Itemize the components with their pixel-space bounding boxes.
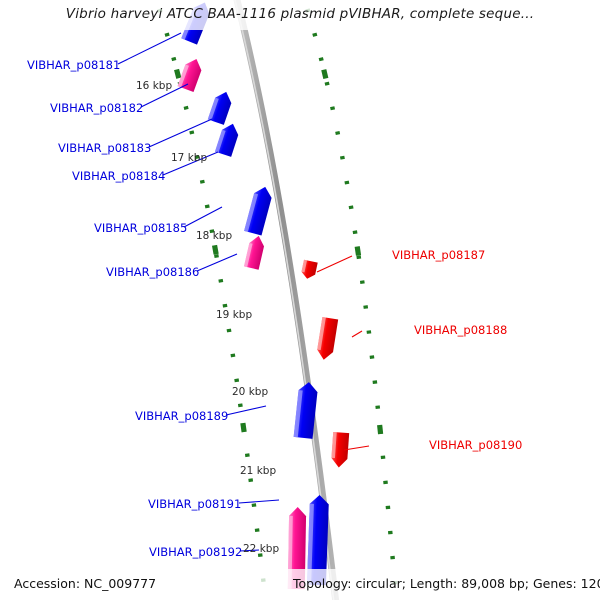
ruler-tick-label: 17 kbp <box>171 152 208 164</box>
ruler-tick-label: 20 kbp <box>232 386 269 398</box>
gene-glyph[interactable] <box>214 121 241 157</box>
gene-glyph-highlight <box>306 503 314 585</box>
gene-leader-line <box>117 32 182 65</box>
gene-label-vibhar_p08191[interactable]: VIBHAR_p08191 <box>148 497 242 511</box>
ruler-tick-label: 16 kbp <box>136 80 173 92</box>
status-bar: Accession: NC_009777 Topology: circular;… <box>0 569 600 600</box>
gene-glyph[interactable] <box>293 381 319 439</box>
gene-leader-line <box>162 151 219 176</box>
gene-glyph[interactable] <box>177 56 205 92</box>
gene-label-vibhar_p08181[interactable]: VIBHAR_p08181 <box>27 58 121 72</box>
genome-backbone <box>233 0 340 600</box>
title-bar: Vibrio harveyi ATCC BAA-1116 plasmid pVI… <box>0 0 600 30</box>
gene-leader-line <box>351 330 363 338</box>
ruler-tick-label: 19 kbp <box>216 309 253 321</box>
gene-glyph-body <box>214 123 239 157</box>
gene-leader-line <box>225 405 267 416</box>
gene-label-vibhar_p08187[interactable]: VIBHAR_p08187 <box>392 248 486 262</box>
gene-glyph[interactable] <box>300 259 318 281</box>
gene-label-vibhar_p08192[interactable]: VIBHAR_p08192 <box>149 545 243 559</box>
gene-label-vibhar_p08183[interactable]: VIBHAR_p08183 <box>58 141 152 155</box>
gene-glyph-body <box>177 58 202 92</box>
gene-glyph-highlight <box>243 243 253 268</box>
gene-label-vibhar_p08190[interactable]: VIBHAR_p08190 <box>429 438 523 452</box>
page-title: Vibrio harveyi ATCC BAA-1116 plasmid pVI… <box>65 6 535 22</box>
ruler-tick-label: 21 kbp <box>240 465 277 477</box>
gene-leader-line <box>196 253 238 272</box>
gene-glyph[interactable] <box>331 431 350 468</box>
gene-label-vibhar_p08186[interactable]: VIBHAR_p08186 <box>106 265 200 279</box>
gene-glyph-group[interactable] <box>177 0 350 590</box>
gene-glyph[interactable] <box>316 317 339 361</box>
gene-glyph[interactable] <box>244 184 274 236</box>
gene-glyph-body <box>244 186 272 236</box>
gene-leader-line <box>140 83 189 108</box>
gene-glyph[interactable] <box>306 495 329 586</box>
gene-glyph-highlight <box>214 129 226 153</box>
gene-leader-line <box>343 445 370 451</box>
gene-glyph-highlight <box>301 259 308 273</box>
gene-glyph-highlight <box>317 317 326 351</box>
gene-glyph-highlight <box>331 431 337 459</box>
gene-label-vibhar_p08182[interactable]: VIBHAR_p08182 <box>50 101 144 115</box>
topology-label: Topology: circular; Length: 89,008 bp; G… <box>293 576 600 591</box>
gene-glyph[interactable] <box>243 234 266 270</box>
gene-leader-line <box>238 499 280 504</box>
gene-glyph-body <box>207 91 232 125</box>
gene-label-vibhar_p08188[interactable]: VIBHAR_p08188 <box>414 323 508 337</box>
ruler-tick-label: 18 kbp <box>196 230 233 242</box>
leader-line-group <box>117 32 370 552</box>
gene-leader-line <box>183 206 223 228</box>
accession-label: Accession: NC_009777 <box>14 576 157 591</box>
gene-label-vibhar_p08184[interactable]: VIBHAR_p08184 <box>72 169 166 183</box>
gene-glyph[interactable] <box>207 89 234 125</box>
gene-glyph-highlight <box>244 193 259 232</box>
gene-glyph-highlight <box>293 390 303 438</box>
gene-label-vibhar_p08189[interactable]: VIBHAR_p08189 <box>135 409 229 423</box>
gene-glyph-highlight <box>177 64 189 88</box>
gene-leader-line <box>148 118 213 148</box>
gene-label-vibhar_p08185[interactable]: VIBHAR_p08185 <box>94 221 188 235</box>
ruler-tick-label: 22 kbp <box>243 543 280 555</box>
gene-glyph-body <box>243 235 264 270</box>
gene-leader-line <box>239 549 260 552</box>
gene-leader-line <box>316 255 353 273</box>
gene-glyph-highlight <box>207 97 219 121</box>
